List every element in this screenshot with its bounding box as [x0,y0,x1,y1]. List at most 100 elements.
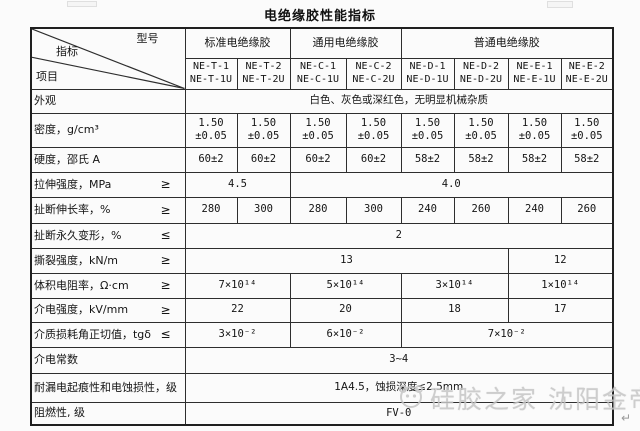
table-row-tear-strength: 撕裂强度，kN/m ≥ 13 12 [30,247,614,274]
row-label: 介质损耗角正切值，tgδ [34,327,152,341]
row-label-cell: 耐漏电起痕性和电蚀损性，级 [30,372,186,403]
value-cell: 1.50 ±0.05 [560,112,614,148]
row-label: 撕裂强度，kN/m [34,253,119,267]
paragraph-return-mark: ↵ [621,411,632,425]
group-header: 普通电绝缘胶 [400,27,614,59]
value-cell: 58±2 [507,146,562,173]
model-cell: NE-D-1 NE-D-1U [400,57,455,90]
corner-label-model: 型号 [136,32,159,45]
corner-label-indicator: 指标 [56,45,78,58]
value-cell: 12 [507,247,614,274]
value-cell: 7×10¹⁴ [184,272,291,299]
model-cell: NE-E-1 NE-E-1U [507,57,562,90]
row-label: 硬度，邵氏 A [34,152,101,166]
value-cell: 280 [289,196,347,224]
header-group-row: 型号 指标 项目 标准电绝缘胶 通用电绝缘胶 普通电绝缘胶 [30,27,614,90]
row-label: 体积电阻率，Ω·cm [34,278,129,292]
model-cell: NE-C-1 NE-C-1U [289,57,347,90]
row-label-cell: 硬度，邵氏 A [30,146,186,173]
diagonal-divider [32,29,184,88]
value-cell: 58±2 [453,146,509,173]
value-cell: 240 [507,196,562,224]
model-cell: NE-C-2 NE-C-2U [345,57,402,90]
corner-header-cell: 型号 指标 项目 [30,27,186,90]
value-cell: 58±2 [560,146,614,173]
row-symbol: ≤ [160,228,171,242]
value-cell: 3×10¹⁴ [400,272,509,299]
value-cell: 7×10⁻² [400,321,614,348]
value-cell: 22 [184,297,291,323]
row-label-cell: 阻燃性, 级 [30,401,186,426]
value-cell: 60±2 [289,146,347,173]
value-cell: 1×10¹⁴ [507,272,614,299]
row-label: 扯断永久变形，% [34,228,122,242]
value-cell: 60±2 [236,146,291,173]
table-row-permanent-set: 扯断永久变形，% ≤ 2 [30,222,614,249]
scan-artifact [67,1,97,7]
table-row-dielectric-strength: 介电强度，kV/mm ≥ 22 20 18 17 [30,297,614,323]
value-cell: 3×10⁻² [184,321,291,348]
value-cell: 60±2 [345,146,402,173]
value-cell: 300 [236,196,291,224]
value-cell: 260 [453,196,509,224]
row-symbol: ≥ [160,278,171,292]
model-cell: NE-E-2 NE-E-2U [560,57,614,90]
model-cell: NE-T-1 NE-T-1U [184,57,238,90]
row-symbol: ≤ [160,327,171,341]
value-cell: 18 [400,297,509,323]
value-cell: 6×10⁻² [289,321,402,348]
row-label: 扯断伸长率，% [34,203,111,217]
row-label-cell: 体积电阻率，Ω·cm ≥ [30,272,186,299]
table-row-tracking-resistance: 耐漏电起痕性和电蚀损性，级 1A4.5，蚀损深度≤2.5mm [30,372,614,403]
value-cell: 3~4 [184,346,614,374]
row-label-cell: 外观 [30,88,186,114]
model-cell: NE-D-2 NE-D-2U [453,57,509,90]
row-label: 密度，g/cm³ [34,123,99,137]
value-cell: 1.50 ±0.05 [507,112,562,148]
row-label-cell: 介电强度，kV/mm ≥ [30,297,186,323]
row-symbol: ≥ [160,253,171,267]
value-cell: 58±2 [400,146,455,173]
row-label-cell: 撕裂强度，kN/m ≥ [30,247,186,274]
value-cell: 60±2 [184,146,238,173]
table-row-volume-resistivity: 体积电阻率，Ω·cm ≥ 7×10¹⁴ 5×10¹⁴ 3×10¹⁴ 1×10¹⁴ [30,272,614,299]
table-row-hardness: 硬度，邵氏 A 60±2 60±2 60±2 60±2 58±2 58±2 58… [30,146,614,173]
row-label-cell: 介电常数 [30,346,186,374]
row-label-cell: 扯断永久变形，% ≤ [30,222,186,249]
scan-artifact [547,1,573,8]
row-symbol: ≥ [160,202,171,217]
table-row-tensile-strength: 拉伸强度，MPa ≥ 4.5 4.0 [30,171,614,198]
row-label: 外观 [34,94,56,108]
value-cell: 280 [184,196,238,224]
row-label-cell: 扯断伸长率，% ≥ [30,196,186,224]
table-row-elongation: 扯断伸长率，% ≥ 280 300 280 300 240 260 240 260 [30,196,614,224]
value-cell: 1.50 ±0.05 [236,112,291,148]
value-cell: 4.0 [289,171,614,198]
value-cell: 260 [560,196,614,224]
row-symbol: ≥ [160,177,171,191]
value-cell: 1.50 ±0.05 [345,112,402,148]
row-label: 介电强度，kV/mm [34,303,129,317]
value-cell: 5×10¹⁴ [289,272,402,299]
group-header: 通用电绝缘胶 [289,27,402,59]
row-label: 阻燃性, 级 [34,406,85,420]
value-cell: 240 [400,196,455,224]
table-row-loss-tangent: 介质损耗角正切值，tgδ ≤ 3×10⁻² 6×10⁻² 7×10⁻² [30,321,614,348]
value-cell: 1.50 ±0.05 [184,112,238,148]
table-row-flame-retardancy: 阻燃性, 级 FV-0 [30,401,614,426]
value-cell: 17 [507,297,614,323]
row-label: 耐漏电起痕性和电蚀损性，级 [34,380,177,394]
row-label-cell: 密度，g/cm³ [30,112,186,148]
value-cell: 1A4.5，蚀损深度≤2.5mm [184,372,614,403]
row-symbol: ≥ [160,302,171,317]
value-cell: 4.5 [184,171,291,198]
value-cell: 白色、灰色或深红色，无明显机械杂质 [184,88,614,114]
row-label: 拉伸强度，MPa [34,177,112,191]
value-cell: FV-0 [184,401,614,426]
page-title: 电绝缘胶性能指标 [263,9,376,24]
value-cell: 1.50 ±0.05 [453,112,509,148]
value-cell: 2 [184,222,614,249]
row-label: 介电常数 [34,353,78,367]
spec-table: 型号 指标 项目 标准电绝缘胶 通用电绝缘胶 普通电绝缘胶 NE-T-1 NE-… [30,27,614,426]
value-cell: 1.50 ±0.05 [400,112,455,148]
